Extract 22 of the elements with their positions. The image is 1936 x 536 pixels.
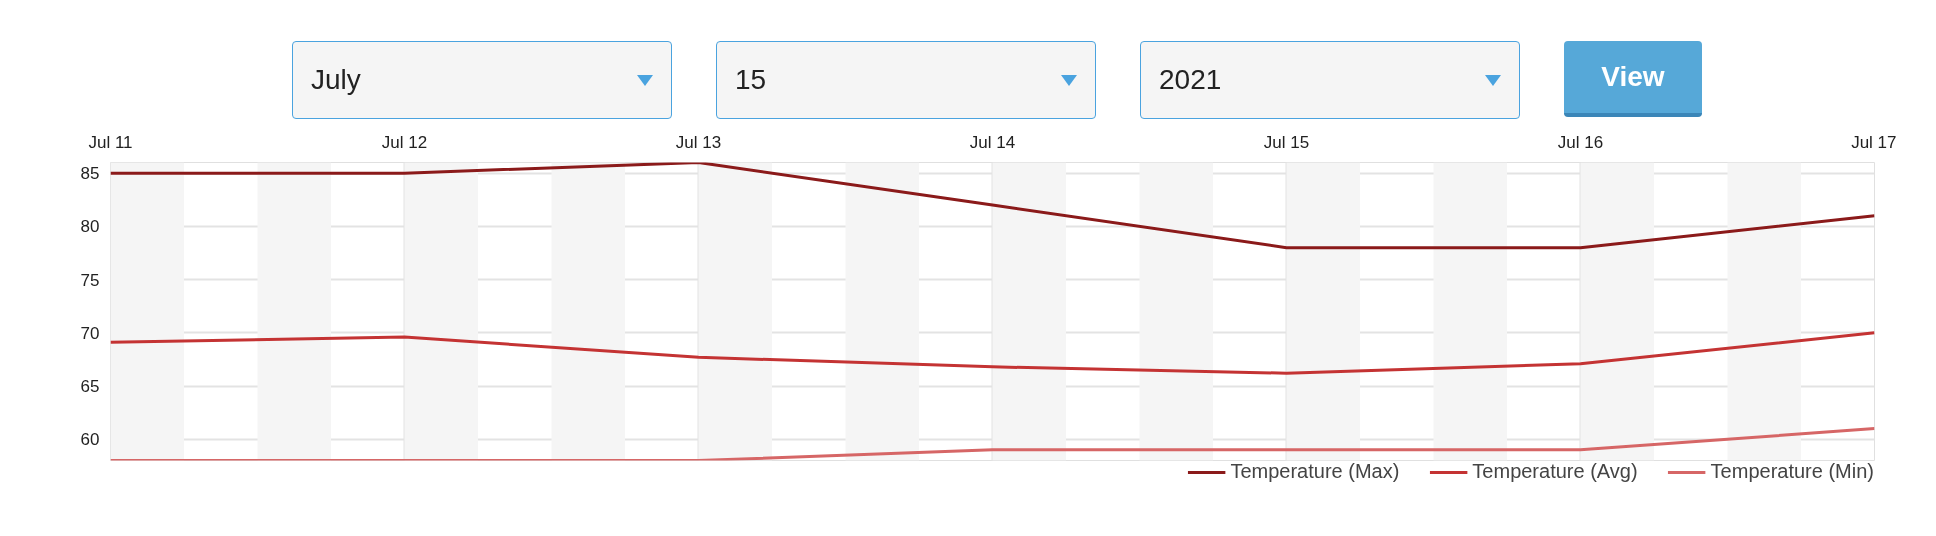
- x-tick-label: Jul 12: [381, 132, 428, 152]
- y-tick-label: 70: [80, 323, 100, 343]
- y-tick-label: 65: [80, 377, 100, 396]
- legend-label: Temperature (Min): [1710, 460, 1874, 483]
- x-tick-label: Jul 17: [1851, 132, 1897, 152]
- legend-label: Temperature (Max): [1230, 460, 1400, 483]
- x-tick-label: Jul 13: [675, 132, 722, 152]
- x-tick-label: Jul 16: [1557, 132, 1604, 152]
- text: View: [1564, 41, 1702, 117]
- text: July: [311, 64, 361, 96]
- legend-label: Temperature (Avg): [1472, 460, 1638, 483]
- text: 2021: [1159, 64, 1222, 96]
- x-tick-label: Jul 15: [1263, 132, 1310, 152]
- y-tick-label: 80: [80, 217, 100, 237]
- y-tick-label: 75: [80, 270, 100, 290]
- text: 15: [735, 64, 767, 96]
- line-series: [110, 162, 1875, 250]
- line-series: [110, 331, 1875, 375]
- y-tick-label: 85: [80, 164, 100, 184]
- y-tick-label: 60: [80, 430, 100, 450]
- x-tick-label: Jul 11: [88, 132, 133, 152]
- x-tick-label: Jul 14: [969, 132, 1016, 152]
